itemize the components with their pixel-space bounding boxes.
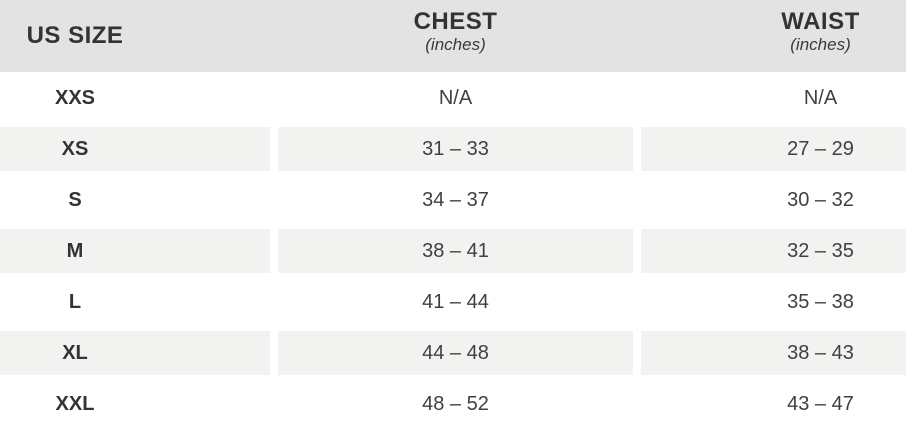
table-row: XS 31 – 33 27 – 29 [0,123,906,175]
header-us-size: US SIZE [0,0,270,72]
size-cell: XXL [55,393,95,416]
waist-cell: 35 – 38 [787,291,854,314]
chest-cell: 34 – 37 [422,188,489,211]
table-row: M 38 – 41 32 – 35 [0,225,906,277]
chest-cell: 31 – 33 [278,126,633,171]
size-cell: XXS [54,86,96,109]
size-cell: L [68,291,82,314]
header-us-size-label: US SIZE [26,21,124,49]
chest-cell: 48 – 52 [422,393,489,416]
chest-cell: 41 – 44 [422,291,489,314]
header-waist-label: WAIST [781,8,860,35]
table-row: XXL 48 – 52 43 – 47 [0,378,906,430]
size-cell: M [0,228,270,273]
header-waist-unit: (inches) [790,35,851,55]
header-chest-unit: (inches) [425,35,486,55]
table-body: XXS N/A N/A XS 31 – 33 27 – 29 S 34 – 37… [0,72,906,430]
table-header: US SIZE CHEST (inches) WAIST (inches) [0,0,906,72]
header-chest-label: CHEST [413,8,498,35]
table-row: XXS N/A N/A [0,72,906,124]
header-chest: CHEST (inches) [278,0,633,72]
table-row: L 41 – 44 35 – 38 [0,276,906,328]
waist-cell: 38 – 43 [641,331,906,376]
waist-cell: 27 – 29 [641,126,906,171]
waist-cell: N/A [803,86,838,109]
chest-cell: N/A [438,86,473,109]
table-row: S 34 – 37 30 – 32 [0,174,906,226]
header-waist: WAIST (inches) [641,0,906,72]
size-cell: S [68,188,82,211]
chest-cell: 44 – 48 [278,331,633,376]
chest-cell: 38 – 41 [278,228,633,273]
table-row: XL 44 – 48 38 – 43 [0,327,906,379]
size-cell: XS [0,126,270,171]
waist-cell: 43 – 47 [787,393,854,416]
waist-cell: 32 – 35 [641,228,906,273]
size-cell: XL [0,331,270,376]
waist-cell: 30 – 32 [787,188,854,211]
